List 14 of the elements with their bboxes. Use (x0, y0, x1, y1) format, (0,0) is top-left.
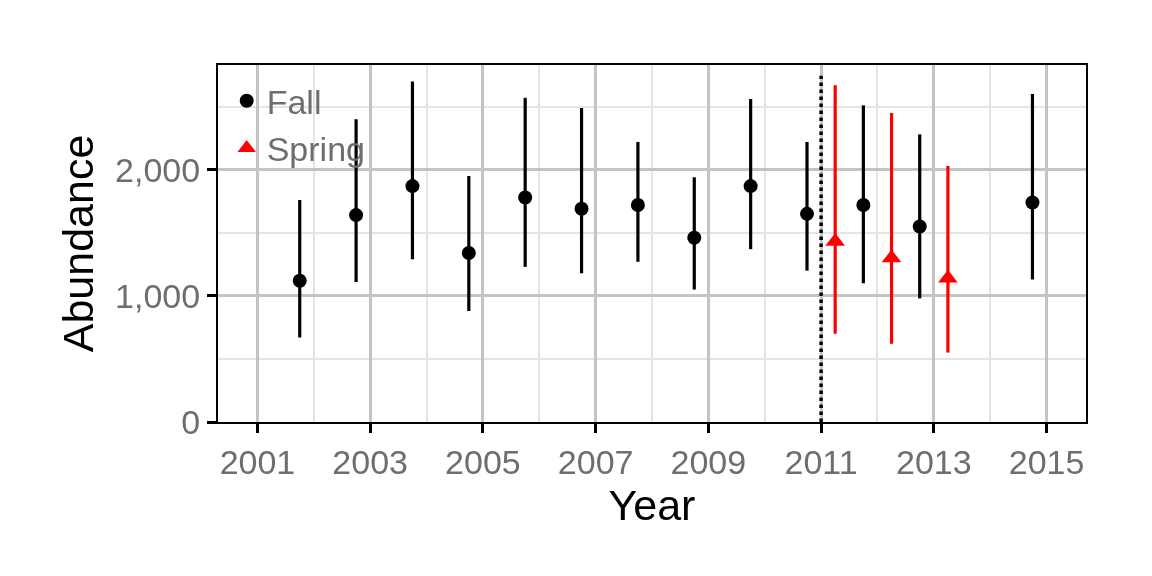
x-tick-label: 2015 (1008, 442, 1085, 481)
y-tick-label: 1,000 (115, 276, 201, 315)
x-tick-label: 2009 (670, 442, 747, 481)
x-axis-title: Year (608, 480, 696, 529)
y-tick-label: 0 (181, 402, 201, 441)
x-tick-label: 2001 (219, 442, 296, 481)
y-tick-label: 2,000 (115, 150, 201, 189)
x-tick-label: 2011 (784, 442, 858, 481)
x-tick-label: 2003 (332, 442, 408, 481)
x-tick-label: 2007 (557, 442, 634, 481)
x-tick-label: 2013 (896, 442, 972, 481)
legend-label: Fall (266, 83, 322, 121)
x-tick-label: 2005 (445, 442, 521, 481)
y-axis-title: Abundance (54, 134, 103, 353)
